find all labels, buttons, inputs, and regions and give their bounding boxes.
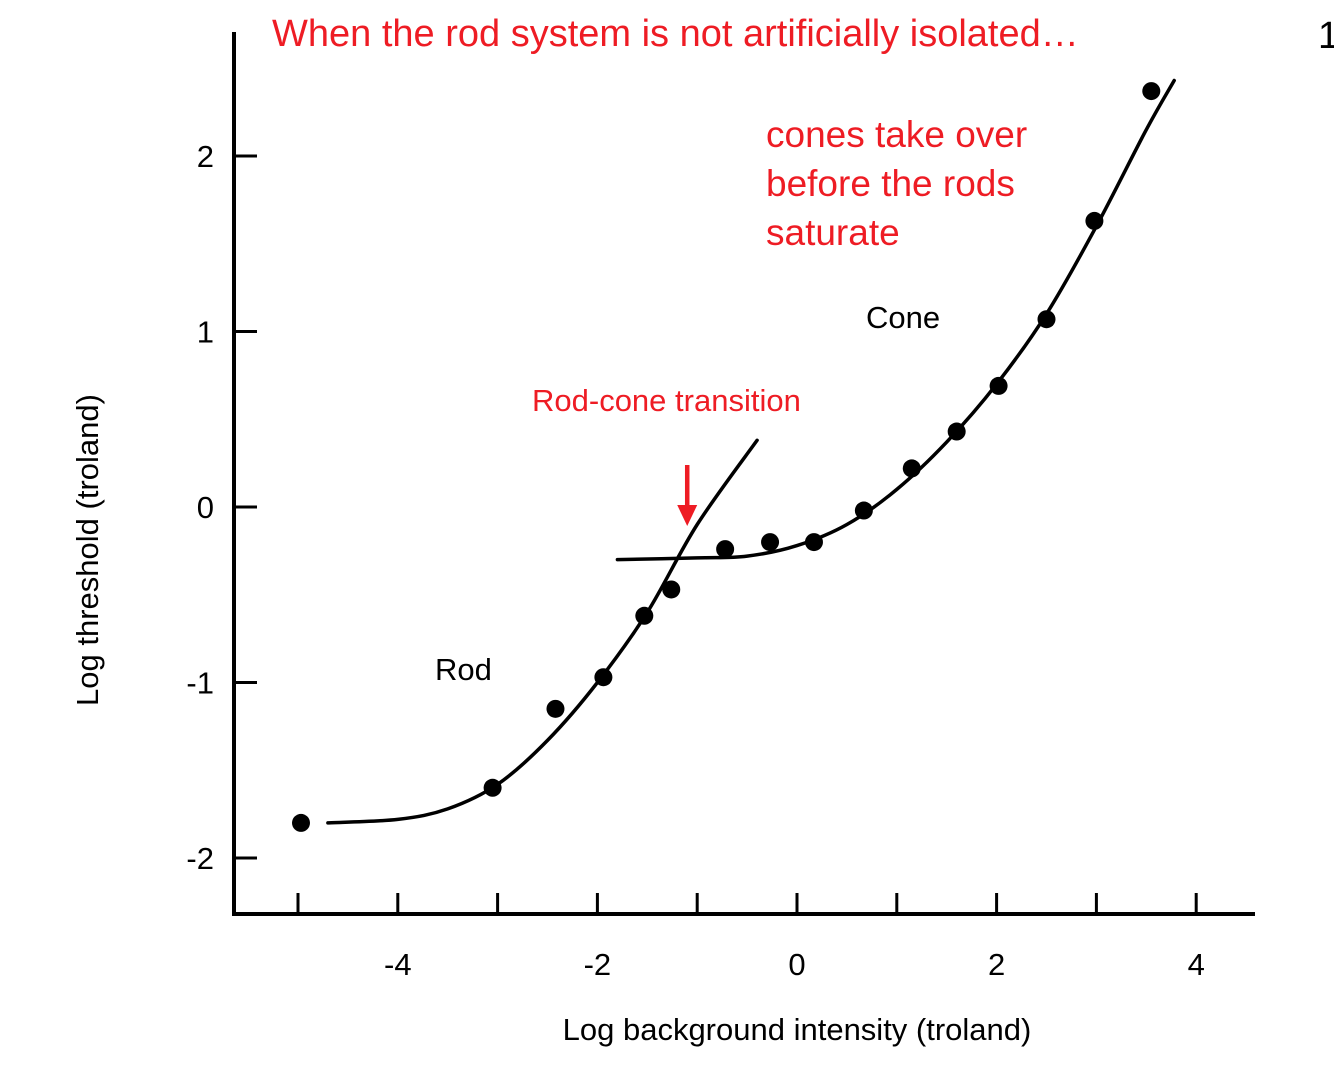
- rod-fit-curve: [326, 438, 759, 825]
- transition-label: Rod-cone transition: [532, 383, 801, 418]
- y-tick-label: 0: [197, 490, 214, 525]
- data-point: [804, 533, 823, 552]
- arrow-head: [677, 505, 698, 526]
- data-point: [716, 540, 735, 559]
- x-tick-label: 2: [988, 947, 1005, 982]
- cone-fit-curve: [615, 78, 1176, 562]
- y-axis-label: Log threshold (troland): [70, 394, 105, 706]
- x-tick-label: 4: [1188, 947, 1205, 982]
- rod-label: Rod: [435, 652, 492, 687]
- data-point: [989, 376, 1008, 395]
- data-point: [291, 813, 310, 832]
- data-point: [854, 501, 873, 520]
- x-ticks: -4 -2 0 2 4: [296, 893, 1205, 982]
- data-point: [1037, 310, 1056, 329]
- headline-annotation: When the rod system is not artificially …: [272, 13, 1079, 55]
- y-ticks: 2 1 0 -1 -2: [186, 139, 257, 876]
- y-tick-label: -2: [186, 841, 214, 876]
- data-point: [902, 459, 921, 478]
- y-tick-label: 2: [197, 139, 214, 174]
- data-point: [1085, 211, 1104, 230]
- x-tick-label: -4: [384, 947, 412, 982]
- data-point: [546, 699, 565, 718]
- axes: [232, 32, 1255, 916]
- data-point: [635, 606, 654, 625]
- corner-text: 1: [1318, 15, 1334, 57]
- data-point: [483, 778, 502, 797]
- fit-curves: [326, 78, 1176, 825]
- x-tick-label: 0: [788, 947, 805, 982]
- cones-note-line-2: before the rods: [766, 163, 1015, 204]
- x-tick-label: -2: [584, 947, 612, 982]
- x-axis-label: Log background intensity (troland): [563, 1012, 1032, 1047]
- cones-note-line-1: cones take over: [766, 114, 1027, 155]
- data-point: [594, 668, 613, 687]
- transition-arrow: [677, 465, 698, 526]
- data-point: [1142, 82, 1161, 101]
- data-point: [761, 533, 780, 552]
- data-point: [662, 580, 681, 599]
- data-points: [291, 82, 1161, 832]
- y-tick-label: 1: [197, 315, 214, 350]
- y-tick-label: -1: [186, 666, 214, 701]
- cones-note-line-3: saturate: [766, 212, 900, 253]
- cone-label: Cone: [866, 300, 940, 335]
- data-point: [947, 422, 966, 441]
